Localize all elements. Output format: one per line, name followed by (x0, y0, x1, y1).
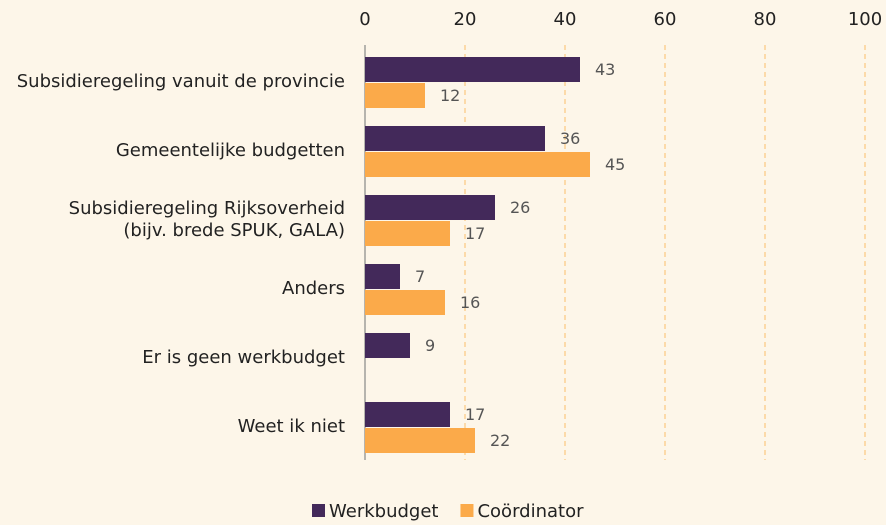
x-tick-label: 60 (654, 9, 677, 30)
bar (365, 152, 590, 177)
value-label: 12 (440, 86, 460, 105)
category-label: Gemeentelijke budgetten (116, 140, 345, 161)
value-label: 26 (510, 198, 530, 217)
x-tick-label: 20 (454, 9, 477, 30)
x-tick-label: 0 (359, 9, 370, 30)
category-label: Anders (282, 278, 345, 299)
legend-label: Werkbudget (329, 501, 438, 522)
bar (365, 402, 450, 427)
bar (365, 57, 580, 82)
bar (365, 126, 545, 151)
value-label: 16 (460, 293, 480, 312)
legend-swatch (312, 504, 325, 517)
bar (365, 264, 400, 289)
bar (365, 83, 425, 108)
bar (365, 195, 495, 220)
bar (365, 333, 410, 358)
value-label: 7 (415, 267, 425, 286)
category-label: Subsidieregeling Rijksoverheid (bijv. bre… (69, 198, 345, 241)
x-tick-label: 40 (554, 9, 577, 30)
value-label: 43 (595, 60, 615, 79)
legend-label: Coördinator (477, 501, 584, 522)
bar (365, 428, 475, 453)
bar (365, 290, 445, 315)
legend-swatch (460, 504, 474, 517)
category-label: Subsidieregeling vanuit de provincie (17, 71, 345, 92)
value-label: 45 (605, 155, 625, 174)
x-tick-label: 100 (848, 9, 882, 30)
value-label: 22 (490, 431, 510, 450)
category-label: Weet ik niet (238, 416, 345, 437)
bar (365, 221, 450, 246)
value-label: 17 (465, 405, 485, 424)
x-tick-label: 80 (754, 9, 777, 30)
category-label: Er is geen werkbudget (142, 347, 345, 368)
value-label: 9 (425, 336, 435, 355)
value-label: 36 (560, 129, 580, 148)
value-label: 17 (465, 224, 485, 243)
